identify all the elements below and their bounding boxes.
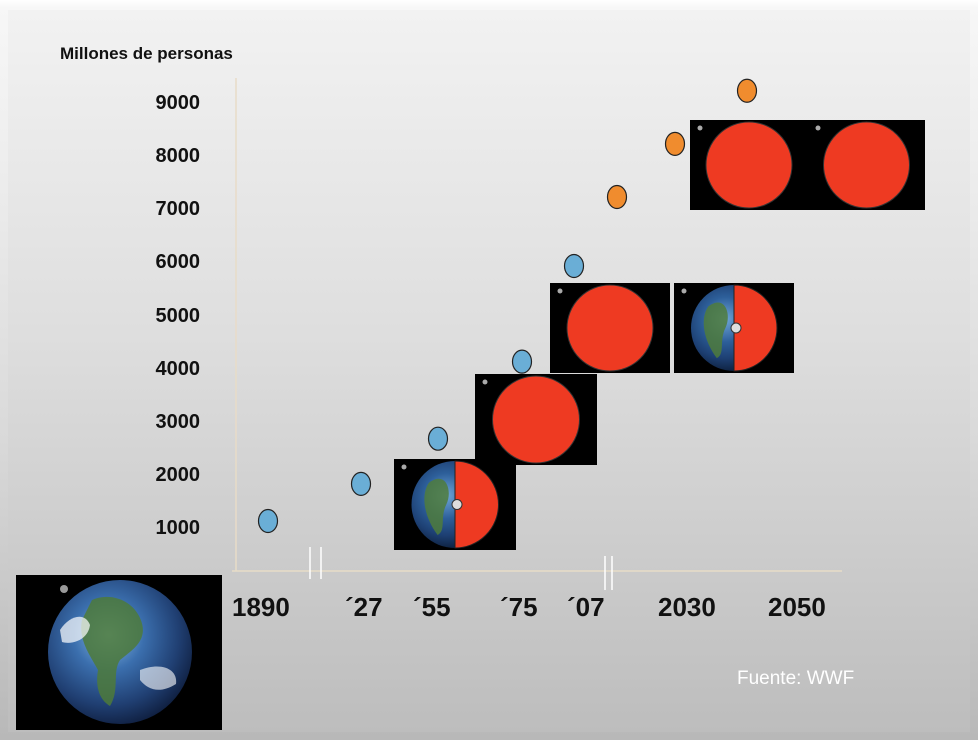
y-tick-label: 6000 — [155, 251, 201, 274]
y-axis-label: Millones de personas — [60, 44, 233, 63]
y-tick-label: 1000 — [155, 517, 201, 539]
earth-footprint-marker — [808, 120, 925, 210]
y-tick-label: 2000 — [155, 463, 201, 486]
y-tick-label: 8000 — [155, 145, 201, 168]
x-tick-label: 2050 — [768, 592, 826, 622]
data-point — [350, 471, 372, 496]
x-tick-label: ´27 — [345, 592, 383, 622]
axis-break-marks — [309, 547, 613, 590]
source-label: Fuente: WWF — [737, 668, 855, 689]
earth-photo-icon — [16, 575, 222, 730]
data-point — [606, 184, 628, 210]
data-point — [257, 508, 279, 534]
x-tick-label: ´07 — [567, 592, 605, 622]
earth-footprint-marker — [475, 374, 597, 465]
data-point — [736, 78, 758, 103]
earth-footprint-marker — [690, 120, 808, 210]
data-point — [511, 349, 533, 374]
earth-footprint-marker — [550, 283, 670, 373]
x-tick-label: 2030 — [658, 592, 716, 622]
earth-markers — [394, 120, 925, 550]
x-tick-label: 1890 — [232, 592, 290, 622]
data-point — [664, 131, 686, 156]
y-tick-label: 9000 — [155, 92, 201, 114]
earth-footprint-marker — [674, 283, 794, 373]
y-tick-label: 5000 — [155, 304, 201, 327]
y-tick-label: 3000 — [155, 410, 201, 433]
data-point — [563, 253, 585, 279]
data-point — [427, 426, 449, 451]
y-tick-label: 4000 — [155, 357, 201, 380]
x-tick-label: ´75 — [500, 592, 538, 622]
data-points — [257, 78, 758, 534]
y-tick-label: 7000 — [155, 198, 201, 221]
earth-footprint-marker — [394, 459, 516, 550]
x-tick-label: ´55 — [413, 592, 451, 622]
